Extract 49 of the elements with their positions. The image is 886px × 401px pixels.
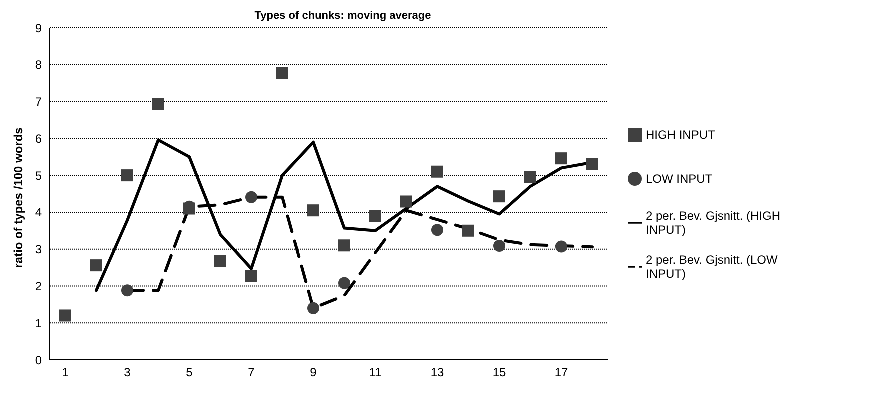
legend-label: 2 per. Bev. Gjsnitt. (LOW INPUT) (646, 253, 779, 282)
legend-label: LOW INPUT (646, 172, 713, 186)
y-tick-label: 2 (35, 279, 42, 294)
y-tick-label: 1 (35, 316, 42, 330)
point (338, 277, 350, 290)
point (494, 240, 506, 252)
x-tick-label: 11 (369, 366, 382, 380)
x-tick-label: 7 (248, 366, 256, 380)
point (122, 284, 134, 297)
point (60, 310, 72, 322)
point (276, 67, 288, 80)
point (122, 170, 134, 182)
x-tick-label: 13 (430, 366, 444, 380)
x-tick-label: 9 (310, 366, 318, 380)
point (556, 152, 568, 165)
y-tick-label: 5 (35, 168, 42, 183)
x-tick-label: 17 (554, 366, 568, 380)
y-tick-label: 4 (35, 206, 42, 220)
x-tick-label: 1 (62, 366, 70, 380)
y-axis-title: ratio of types /100 words (11, 128, 25, 268)
x-tick-label: 5 (186, 366, 194, 380)
y-tick-label: 9 (35, 21, 42, 36)
y-tick-label: 6 (35, 132, 42, 146)
point (214, 256, 226, 268)
point (152, 98, 164, 110)
point (308, 302, 320, 314)
y-tick-label: 8 (35, 58, 42, 72)
chart-title: Types of chunks: moving average (254, 10, 432, 22)
y-tick-label: 0 (35, 353, 42, 368)
point (432, 224, 444, 236)
point (370, 210, 382, 222)
x-tick-label: 15 (492, 366, 506, 380)
point (586, 158, 598, 170)
x-tick-label: 3 (124, 366, 132, 380)
y-tick-label: 7 (35, 95, 42, 110)
point (246, 270, 258, 282)
point (246, 191, 258, 204)
point (308, 204, 320, 217)
point (432, 166, 444, 178)
point (462, 224, 474, 237)
point (338, 240, 350, 252)
y-tick-label: 3 (35, 242, 42, 257)
legend-label: HIGH INPUT (646, 128, 716, 142)
point (90, 260, 102, 272)
legend-label: 2 per. Bev. Gjsnitt. (HIGH INPUT) (646, 209, 782, 238)
point (524, 171, 536, 184)
point (494, 190, 506, 203)
point (400, 196, 412, 208)
point (556, 240, 568, 253)
